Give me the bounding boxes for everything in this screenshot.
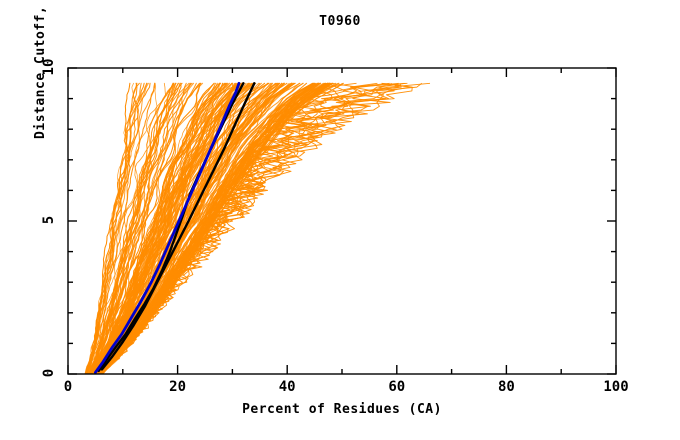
x-tick-label-60: 60 <box>388 379 406 395</box>
x-tick-label-40: 40 <box>278 379 296 395</box>
orange-ensemble-curves <box>84 82 431 374</box>
y-tick-label-10: 10 <box>41 58 57 76</box>
y-tick-label-0: 0 <box>41 368 57 378</box>
x-axis-label: Percent of Residues (CA) <box>242 402 442 417</box>
page-title: T0960 <box>319 14 361 29</box>
y-tick-label-5: 5 <box>41 215 57 225</box>
plot-frame <box>67 67 617 375</box>
x-tick-label-0: 0 <box>63 379 73 395</box>
x-tick-label-20: 20 <box>169 379 187 395</box>
x-tick-label-100: 100 <box>603 379 629 395</box>
y-axis-label-container: Distance Cutoff, A <box>29 0 51 224</box>
reference-curves <box>94 81 256 374</box>
x-tick-label-80: 80 <box>497 379 515 395</box>
